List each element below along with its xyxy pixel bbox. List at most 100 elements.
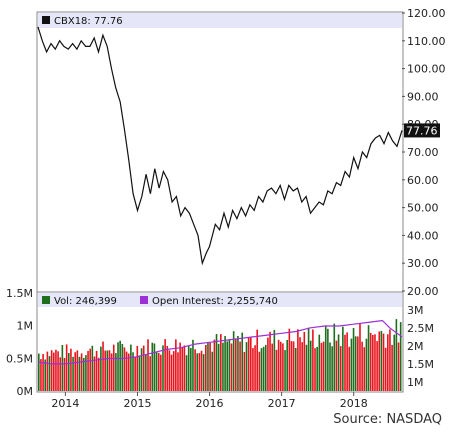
volume-bar: [391, 345, 393, 391]
volume-bar: [249, 336, 252, 391]
x-tick-label: 2014: [51, 397, 79, 410]
last-price-label: 77.76: [404, 123, 440, 138]
volume-bar: [247, 337, 250, 391]
volume-bar: [395, 319, 398, 391]
volume-bar: [245, 342, 248, 391]
volume-bar: [119, 340, 121, 391]
price-tick-label: 30.00: [407, 257, 439, 270]
price-tick-label: 120.00: [407, 7, 446, 20]
vol-legend-swatch: [42, 296, 50, 304]
volume-bar: [393, 334, 396, 391]
volume-bar: [292, 341, 295, 391]
volume-bar: [106, 350, 109, 391]
volume-bar: [65, 344, 68, 391]
volume-left-axis: 1.5M 1M 0.5M 0M: [6, 287, 33, 398]
volume-bar: [264, 344, 267, 391]
price-line: [37, 26, 403, 266]
volume-bar: [72, 356, 74, 391]
volume-bar: [324, 325, 327, 391]
volume-bar: [181, 347, 184, 391]
x-tick-label: 2018: [340, 397, 368, 410]
volume-bar: [74, 352, 77, 391]
volume-bar: [185, 355, 188, 391]
volume-bar: [102, 341, 104, 391]
open-interest-right-axis: 3M 2.5M 2M 1.5M 1M: [407, 304, 434, 389]
volume-bar: [290, 341, 293, 391]
volume-bar: [350, 338, 353, 391]
volume-bar: [299, 337, 301, 391]
volume-bar: [190, 348, 192, 391]
vol-legend-label: Vol: 246,399: [54, 296, 117, 307]
volume-bar: [399, 322, 402, 391]
volume-bar: [110, 353, 113, 391]
volume-bar: [205, 345, 207, 391]
volume-bar: [100, 346, 102, 391]
volume-bar: [234, 338, 237, 391]
volume-bar: [314, 348, 316, 391]
volume-bar: [85, 355, 87, 391]
volume-bar: [168, 350, 171, 391]
volume-legend-bar: [38, 293, 402, 307]
volume-bar: [80, 353, 83, 391]
volume-bar: [284, 350, 286, 391]
volume-bar: [222, 342, 224, 391]
volume-bar: [243, 351, 246, 391]
volume-bar: [329, 342, 331, 391]
volume-bar: [256, 329, 259, 391]
volume-bar: [232, 331, 235, 391]
volume-bar: [337, 334, 340, 391]
open-interest-series: [37, 319, 403, 365]
volume-bar: [369, 332, 372, 391]
volume-bar: [134, 357, 136, 391]
volume-bar: [108, 350, 111, 391]
volume-bar: [380, 330, 383, 391]
price-tick-label: 20.00: [407, 285, 439, 298]
volume-bar: [294, 348, 297, 391]
volume-bars: [38, 319, 402, 391]
volume-bar: [363, 347, 366, 391]
x-tick-label: 2016: [196, 397, 224, 410]
price-legend-label: CBX18: 77.76: [54, 16, 123, 27]
open-interest-line: [37, 319, 403, 365]
volume-bar: [372, 335, 374, 391]
volume-bar: [198, 353, 201, 391]
volume-bar: [254, 345, 256, 391]
x-tick-label: 2015: [123, 397, 151, 410]
volume-bar: [42, 354, 44, 391]
volume-bar: [241, 332, 244, 391]
volume-bar: [97, 357, 100, 391]
volume-bar: [175, 339, 177, 391]
volume-bar: [179, 342, 181, 391]
volume-bar: [142, 345, 145, 391]
volume-bar: [46, 351, 49, 391]
volume-bar: [367, 325, 370, 391]
volume-bar: [365, 338, 368, 391]
volume-bar: [127, 353, 130, 391]
volume-bar: [138, 355, 141, 391]
volume-bar: [339, 346, 342, 391]
volume-bar: [170, 354, 173, 391]
volume-tick-label: 1M: [17, 320, 34, 333]
volume-bar: [297, 329, 299, 391]
volume-bar: [93, 356, 96, 391]
volume-bar: [303, 331, 306, 391]
volume-bar: [389, 329, 391, 391]
volume-bar: [348, 346, 351, 391]
volume-bar: [192, 339, 194, 391]
volume-bar: [157, 353, 160, 391]
oi-legend-swatch: [140, 296, 148, 304]
volume-bar: [327, 328, 329, 391]
volume-bar: [177, 352, 179, 391]
volume-bar: [145, 354, 147, 391]
volume-bar: [271, 343, 273, 391]
volume-bar: [55, 349, 57, 391]
volume-bar: [115, 353, 117, 391]
volume-bar: [331, 346, 333, 391]
volume-bar: [215, 334, 218, 391]
volume-bar: [262, 346, 265, 391]
volume-bar: [275, 349, 278, 391]
price-tick-label: 40.00: [407, 229, 439, 242]
price-tick-label: 90.00: [407, 90, 439, 103]
volume-bar: [333, 323, 336, 391]
volume-bar: [209, 342, 211, 391]
